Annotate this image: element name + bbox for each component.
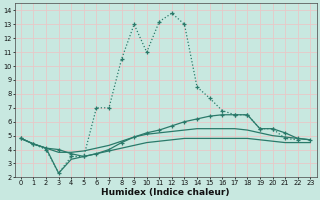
X-axis label: Humidex (Indice chaleur): Humidex (Indice chaleur) bbox=[101, 188, 230, 197]
